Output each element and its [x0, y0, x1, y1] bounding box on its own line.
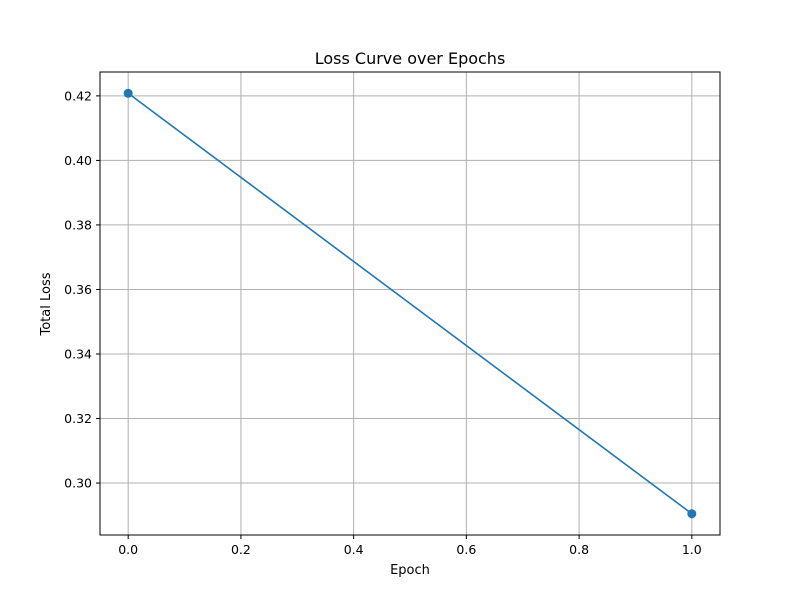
x-tick-label: 1.0 — [682, 542, 702, 557]
y-axis-label: Total Loss — [39, 272, 54, 336]
x-axis-label: Epoch — [390, 563, 430, 578]
data-point — [123, 88, 133, 98]
y-tick-label: 0.32 — [64, 411, 92, 426]
y-tick-label: 0.38 — [64, 217, 92, 232]
y-tick-label: 0.36 — [64, 282, 92, 297]
series-line — [127, 92, 693, 515]
x-tick-label: 0.6 — [456, 542, 476, 557]
data-point — [687, 509, 697, 519]
y-tick-label: 0.40 — [64, 153, 92, 168]
chart-title: Loss Curve over Epochs — [315, 49, 506, 68]
x-tick-label: 0.2 — [231, 542, 251, 557]
x-tick-label: 0.4 — [344, 542, 364, 557]
x-tick-label: 0.8 — [569, 542, 589, 557]
y-tick-label: 0.30 — [64, 476, 92, 491]
y-tick-label: 0.34 — [64, 346, 92, 361]
plot-frame — [99, 71, 721, 536]
x-tick-label: 0.0 — [118, 542, 138, 557]
plot-layer: 0.0 0.2 0.4 0.6 0.8 1.0 0.30 0.32 0.34 0.36 0.38 0.… — [64, 71, 721, 557]
y-tick-label: 0.42 — [64, 88, 92, 103]
